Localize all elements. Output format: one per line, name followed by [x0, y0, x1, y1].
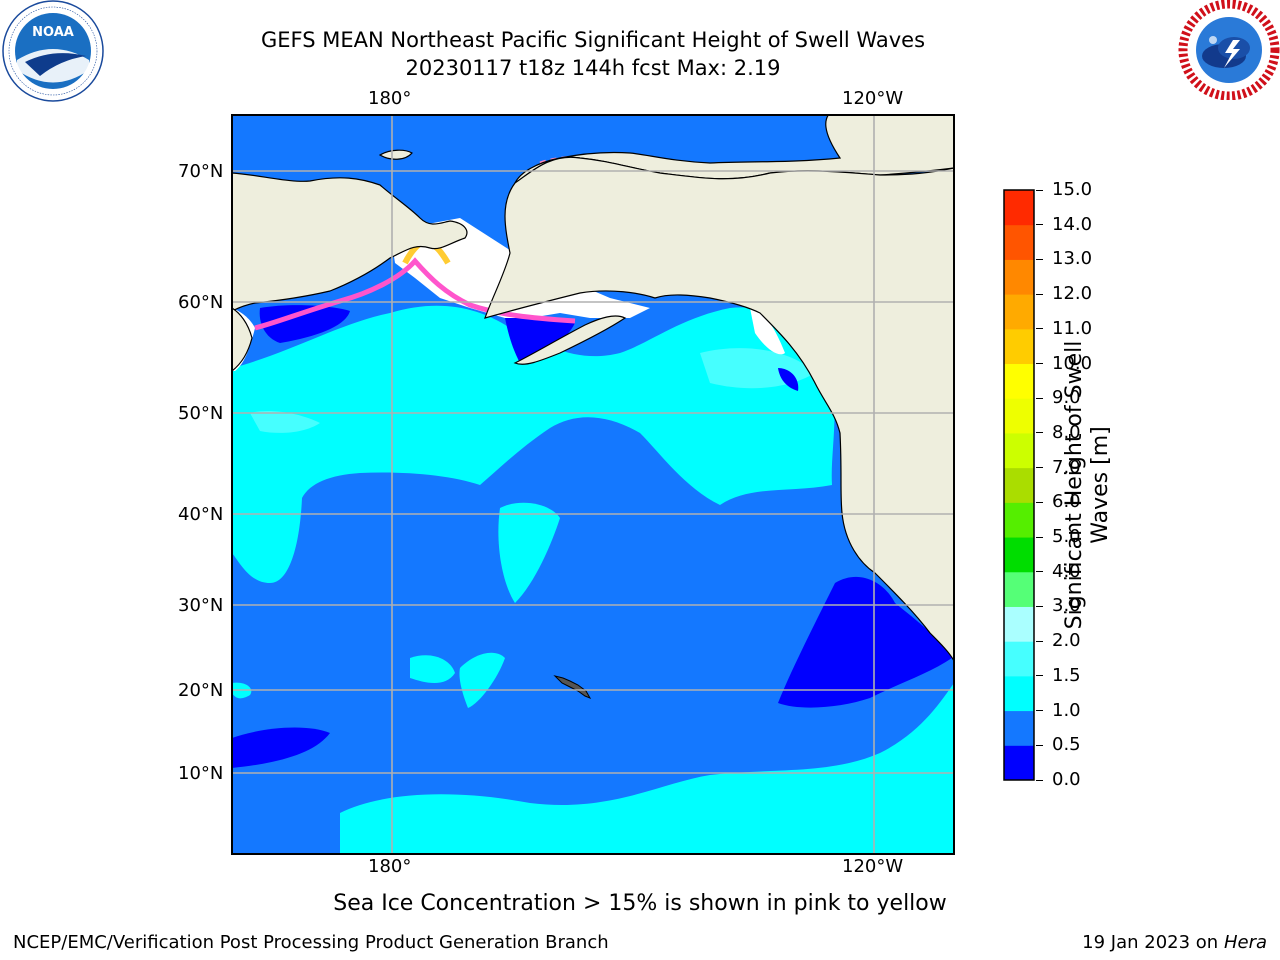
sea-ice-coast-canada: [750, 308, 785, 355]
colorbar-tick-label: 9.0: [1052, 387, 1081, 409]
footer-date-text: 19 Jan 2023 on: [1082, 932, 1224, 953]
colorbar-tick-label: 15.0: [1052, 179, 1093, 200]
colorbar-tick-label: 10.0: [1052, 352, 1093, 374]
lat-label-60n: 60°N: [178, 292, 224, 313]
graticule: [232, 115, 954, 854]
colorbar-tick-label: 1.5: [1052, 664, 1081, 686]
colorbar-tick-label: 0.0: [1052, 769, 1081, 790]
lat-label-30n: 30°N: [178, 595, 224, 616]
lat-label-40n: 40°N: [178, 504, 224, 525]
colorbar-tick-label: 12.0: [1052, 283, 1093, 305]
colorbar-tick-mark: [1036, 675, 1043, 677]
swell-region-vancouver-low: [778, 368, 799, 391]
colorbar-segment: [1004, 606, 1034, 642]
colorbar-tick-label: 6.0: [1052, 491, 1081, 513]
colorbar-tick-mark: [1036, 328, 1043, 330]
colorbar-segment: [1004, 502, 1034, 538]
lat-label-70n: 70°N: [178, 161, 224, 182]
map-plot: [231, 114, 955, 855]
colorbar-tick-label: 0.5: [1052, 734, 1081, 756]
colorbar-tick-mark: [1036, 189, 1043, 191]
lat-label-50n: 50°N: [178, 403, 224, 424]
colorbar-segment: [1004, 190, 1034, 226]
lat-label-20n: 20°N: [178, 680, 224, 701]
colorbar-tick-label: 3.0: [1052, 595, 1081, 617]
chart-title-line2: 20230117 t18z 144h fcst Max: 2.19: [405, 56, 781, 80]
colorbar-tick-mark: [1036, 397, 1043, 399]
footer-machine-name: Hera: [1223, 932, 1267, 953]
colorbar: [1003, 189, 1035, 781]
colorbar-tick-mark: [1036, 571, 1043, 573]
swell-region-tropics-south: [340, 683, 954, 854]
colorbar-segment: [1004, 641, 1034, 677]
colorbar-segment: [1004, 432, 1034, 469]
land-chukotka-island: [378, 149, 413, 160]
land-kamchatka: [232, 307, 253, 372]
swell-region-mid-streaks: [498, 502, 560, 603]
swell-region-light-cyan-west: [250, 411, 320, 433]
colorbar-tick-mark: [1036, 605, 1043, 607]
colorbar-segment: [1004, 224, 1034, 260]
lat-label-10n: 10°N: [178, 763, 224, 784]
colorbar-segment: [1004, 294, 1034, 330]
footer-date: 19 Jan 2023 on Hera: [1082, 932, 1267, 953]
colorbar-tick-mark: [1036, 432, 1043, 434]
colorbar-tick-mark: [1036, 779, 1043, 781]
footer-credit: NCEP/EMC/Verification Post Processing Pr…: [13, 932, 609, 953]
colorbar-segment: [1004, 328, 1034, 365]
colorbar-segment: [1004, 363, 1034, 399]
colorbar-tick-mark: [1036, 293, 1043, 295]
swell-region-bering-low: [259, 305, 350, 343]
land-hawaii: [553, 675, 592, 699]
colorbar-tick-mark: [1036, 467, 1043, 469]
colorbar-frame: [1003, 189, 1035, 781]
colorbar-tick-label: 7.0: [1052, 456, 1081, 478]
lon-label-bottom-120w: 120°W: [842, 856, 904, 877]
colorbar-tick-mark: [1036, 640, 1043, 642]
colorbar-tick-mark: [1036, 710, 1043, 712]
colorbar-segment: [1004, 537, 1034, 573]
noaa-logo: NOAA: [2, 0, 104, 102]
colorbar-segment: [1004, 259, 1034, 295]
colorbar-tick-label: 5.0: [1052, 526, 1081, 548]
colorbar-tick-label: 14.0: [1052, 213, 1093, 235]
colorbar-tick-mark: [1036, 224, 1043, 226]
map-frame: [231, 114, 955, 855]
chart-title-line1: GEFS MEAN Northeast Pacific Significant …: [260, 28, 926, 52]
colorbar-tick-mark: [1036, 501, 1043, 503]
swell-region-tropics-west-low: [232, 727, 330, 768]
colorbar-tick-mark: [1036, 363, 1043, 365]
colorbar-segment: [1004, 745, 1034, 781]
lon-label-top-120w: 120°W: [842, 88, 904, 109]
noaa-logo-text: NOAA: [32, 25, 74, 40]
land-siberia: [232, 172, 468, 312]
swell-region-gulf-alaska-low: [505, 315, 575, 363]
colorbar-tick-label: 4.0: [1052, 560, 1081, 582]
colorbar-tick-mark: [1036, 536, 1043, 538]
sea-ice-note: Sea Ice Concentration > 15% is shown in …: [333, 891, 947, 916]
swell-region-subtropical-west: [410, 655, 455, 683]
colorbar-tick-label: 13.0: [1052, 248, 1093, 270]
colorbar-segment: [1004, 398, 1034, 434]
colorbar-label: Significant Height of Swell Waves [m]: [1062, 340, 1113, 630]
colorbar-segment: [1004, 710, 1034, 746]
colorbar-segment: [1004, 675, 1034, 712]
swell-region-central-streaks: [459, 652, 505, 708]
land-alaska-peninsula: [513, 315, 627, 365]
lon-label-top-180: 180°: [368, 88, 412, 109]
colorbar-segment: [1004, 571, 1034, 607]
colorbar-tick-mark: [1036, 744, 1043, 746]
land-north-america: [484, 156, 954, 662]
colorbar-segment: [1004, 467, 1034, 503]
colorbar-tick-label: 1.0: [1052, 699, 1081, 721]
swell-region-baja-low: [778, 576, 952, 708]
colorbar-tick-mark: [1036, 258, 1043, 260]
colorbar-tick-label: 11.0: [1052, 317, 1093, 339]
lon-label-bottom-180: 180°: [368, 856, 412, 877]
colorbar-tick-label: 8.0: [1052, 421, 1081, 443]
colorbar-tick-label: 2.0: [1052, 630, 1081, 652]
nws-logo: [1178, 0, 1280, 100]
